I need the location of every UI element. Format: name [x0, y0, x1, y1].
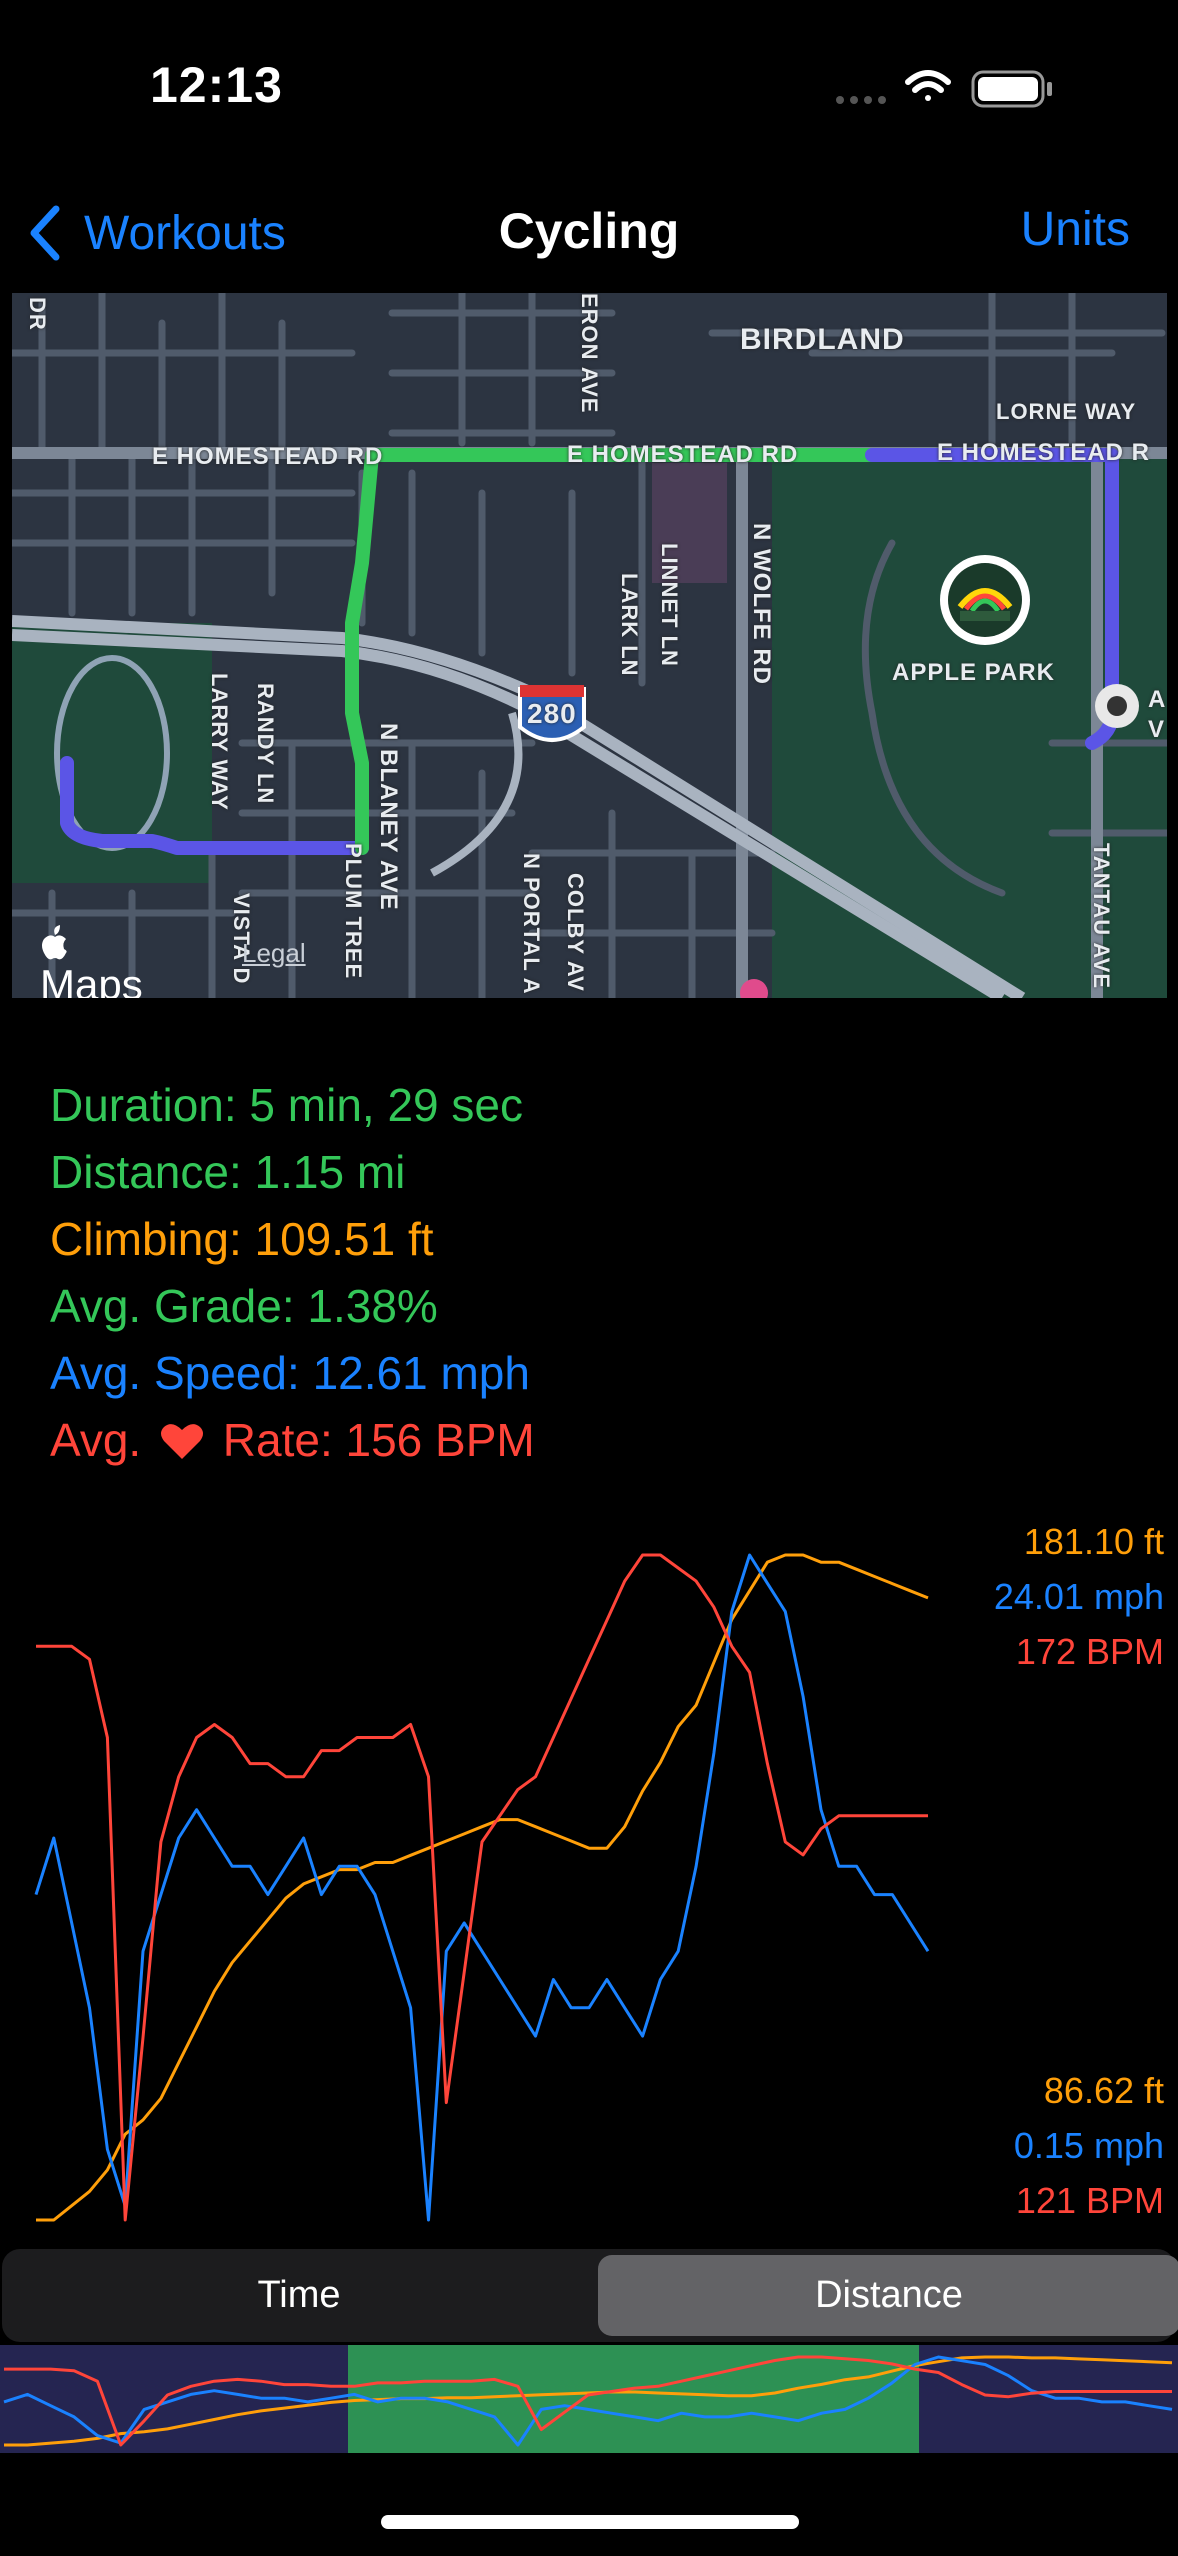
home-indicator	[381, 2515, 799, 2529]
status-icons	[836, 70, 1052, 108]
max-label-heart-rate: 172 BPM	[1015, 1631, 1164, 1672]
stat-grade: Avg. Grade: 1.38%	[50, 1280, 438, 1332]
max-label-speed: 24.01 mph	[993, 1576, 1164, 1617]
chevron-left-icon	[30, 205, 60, 261]
page-title: Cycling	[498, 203, 680, 259]
min-label-elevation: 86.62 ft	[1043, 2070, 1164, 2111]
map-label-lorne-way: LORNE WAY	[996, 399, 1137, 424]
overview-series-bpm	[4, 2355, 1172, 2447]
time-distance-segmented-control: Time Distance	[2, 2249, 1178, 2342]
status-time: 12:13	[150, 57, 283, 113]
map-label-n-wolfe: N WOLFE RD	[748, 523, 775, 685]
stat-climbing: Climbing: 109.51 ft	[50, 1213, 434, 1265]
apple-park-icon	[948, 563, 1022, 637]
stat-speed: Avg. Speed: 12.61 mph	[50, 1347, 530, 1399]
cellular-signal-icon	[836, 96, 886, 104]
map-label-n-portal: N PORTAL A	[519, 853, 544, 995]
map-label-n-blaney: N BLANEY AVE	[375, 723, 402, 911]
apple-park-pin[interactable]	[940, 555, 1030, 645]
stat-heart-rate: Avg. Rate: 156 BPM	[50, 1407, 535, 1474]
battery-icon	[971, 70, 1052, 108]
overview-scrubber[interactable]	[0, 2345, 1178, 2453]
apple-logo-icon	[42, 925, 67, 960]
map-label-highway: 280	[527, 698, 577, 729]
heart-icon	[161, 1424, 203, 1459]
map-label-homestead-3: E HOMESTEAD R	[937, 439, 1151, 466]
overview-chart	[3, 2355, 1173, 2447]
overview-series-mph	[3, 2355, 1173, 2447]
stat-heart-suffix: Rate: 156 BPM	[222, 1414, 535, 1466]
status-bar: 12:13	[0, 0, 1178, 170]
min-label-speed: 0.15 mph	[1013, 2125, 1164, 2166]
highway-shield-icon	[518, 685, 586, 742]
map-label-homestead-2: E HOMESTEAD RD	[567, 441, 799, 468]
stat-heart-prefix: Avg.	[50, 1414, 142, 1466]
map-label-linnet: LINNET LN	[657, 543, 682, 667]
map-label-randy: RANDY LN	[253, 683, 278, 805]
back-button-label: Workouts	[84, 206, 286, 260]
chart-series-ft	[36, 1553, 929, 2222]
max-label-elevation: 181.10 ft	[1023, 1521, 1164, 1562]
stat-duration: Duration: 5 min, 29 sec	[50, 1079, 524, 1131]
chart-series-mph	[34, 1553, 930, 2222]
apple-maps-logo: Maps	[40, 925, 143, 998]
legal-link[interactable]: Legal	[242, 938, 306, 968]
overview-series-ft	[4, 2355, 1173, 2447]
map-canvas	[12, 293, 1167, 998]
map-label-birdland: BIRDLAND	[740, 323, 905, 356]
wifi-icon	[905, 70, 951, 101]
map-label-plum-tree: PLUM TREE	[341, 843, 366, 980]
chart-max-labels: 181.10 ft 24.01 mph 172 BPM	[994, 1514, 1164, 1679]
map-label-homestead-1: E HOMESTEAD RD	[152, 443, 384, 470]
segment-time[interactable]: Time	[257, 2274, 341, 2316]
map-label-eron-ave: ERON AVE	[577, 293, 602, 414]
segment-distance[interactable]: Distance	[598, 2255, 1178, 2336]
navigation-bar: Workouts Cycling Units	[0, 180, 1178, 280]
map-label-tantau: TANTAU AVE	[1089, 843, 1114, 990]
chart-min-labels: 86.62 ft 0.15 mph 121 BPM	[1014, 2063, 1164, 2228]
map-label-dr: DR	[25, 297, 50, 331]
chart-series-bpm	[36, 1553, 928, 2222]
stat-distance: Distance: 1.15 mi	[50, 1146, 406, 1198]
map-label-larry: LARRY WAY	[207, 673, 232, 811]
route-map[interactable]: BIRDLAND LORNE WAY E HOMESTEAD RD E HOME…	[12, 293, 1167, 998]
map-label-colby: COLBY AV	[563, 873, 588, 992]
map-label-lark: LARK LN	[617, 573, 642, 677]
workout-chart[interactable]	[0, 1505, 1178, 2225]
map-label-apple-park: APPLE PARK	[892, 659, 1055, 686]
map-label-av: A V	[1148, 686, 1166, 743]
workout-stats: Duration: 5 min, 29 sec Distance: 1.15 m…	[50, 1072, 535, 1474]
back-button[interactable]: Workouts	[26, 198, 286, 268]
min-label-heart-rate: 121 BPM	[1015, 2180, 1164, 2221]
maps-logo-text: Maps	[40, 961, 143, 998]
units-button[interactable]: Units	[1020, 203, 1130, 256]
